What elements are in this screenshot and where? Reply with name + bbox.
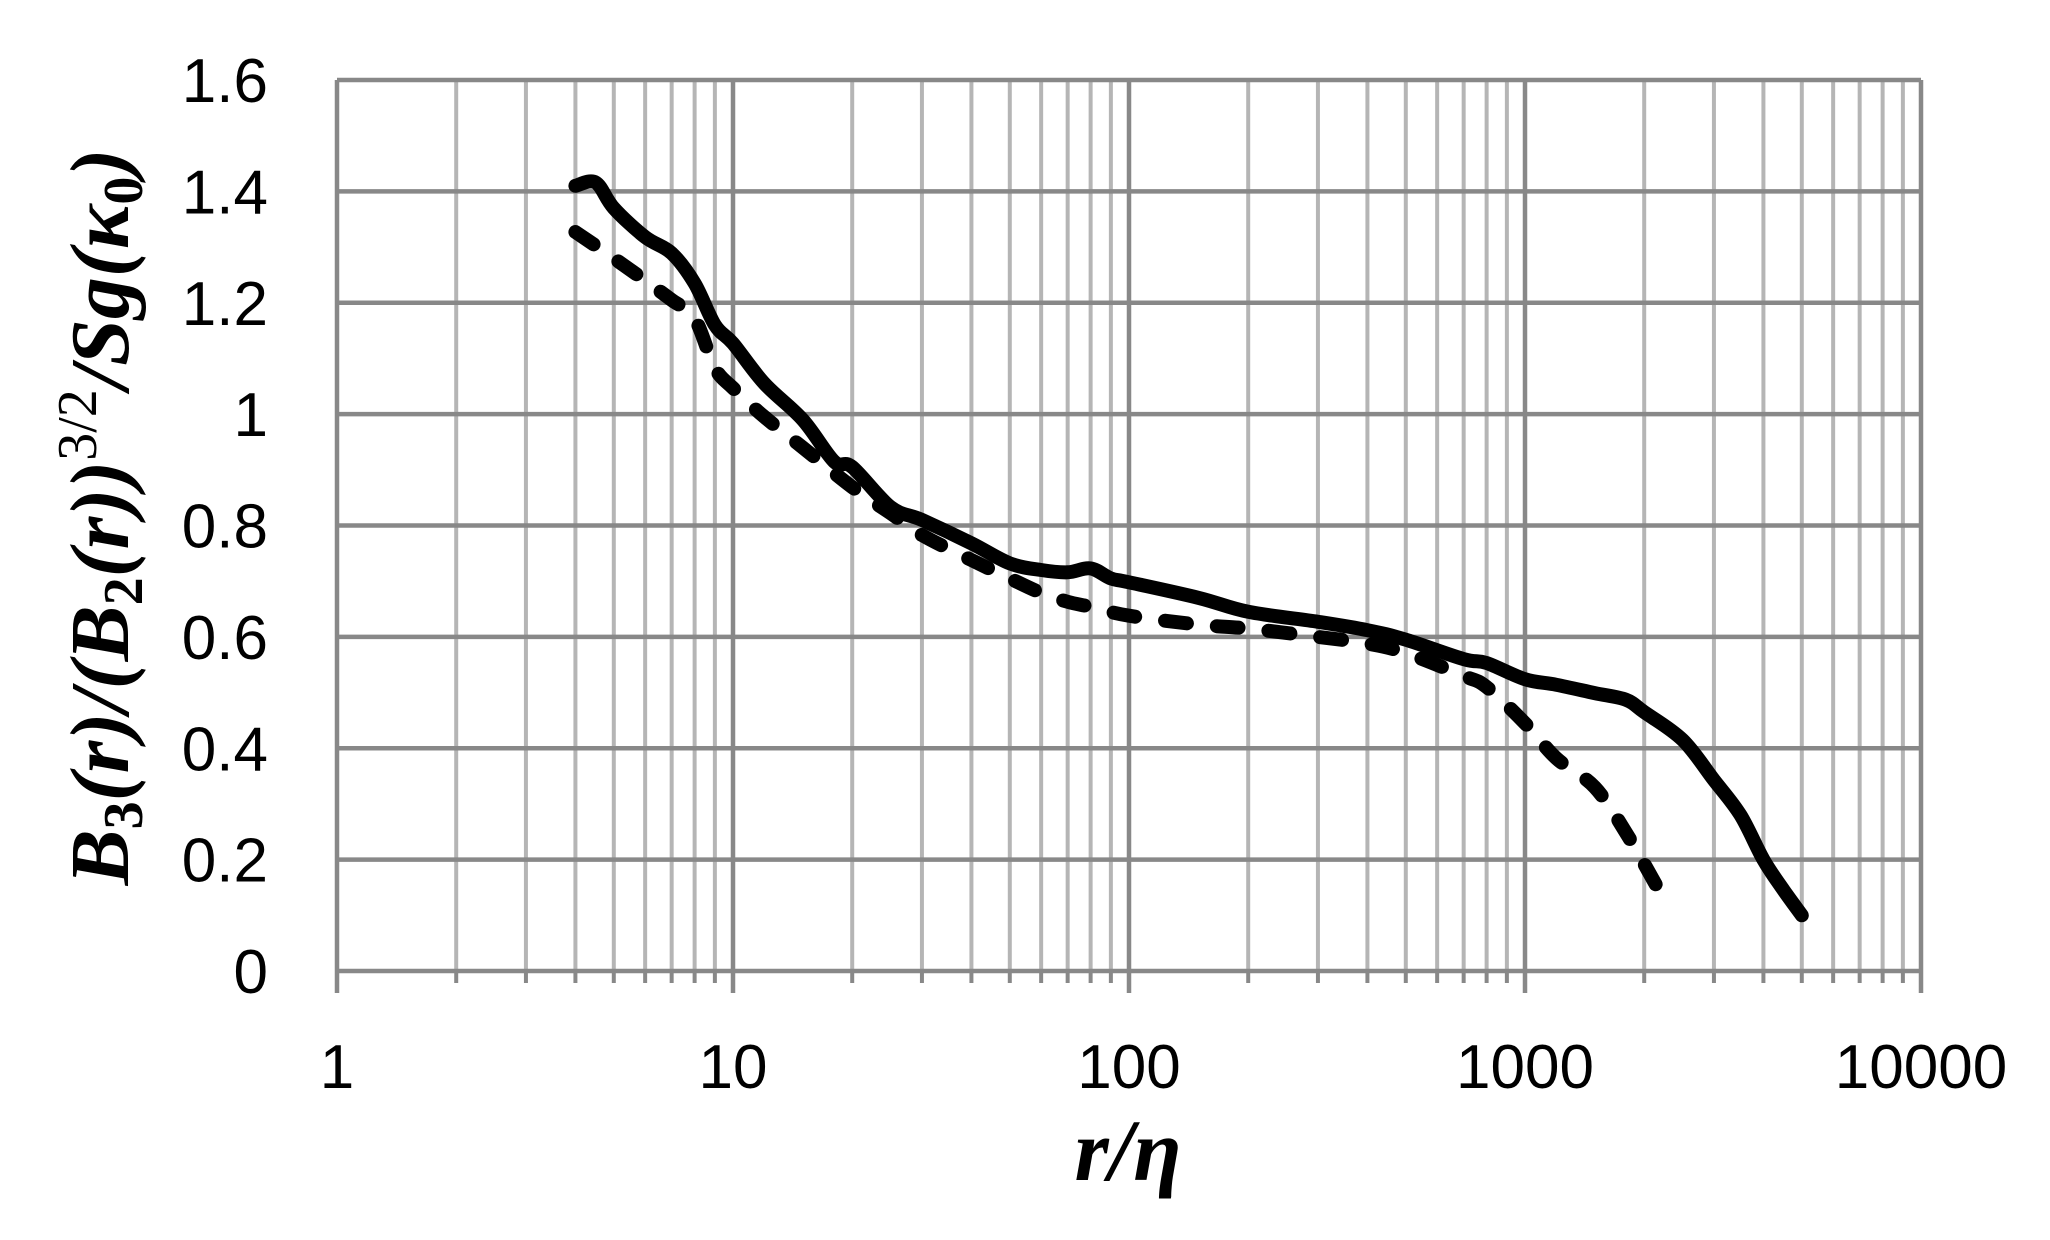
x-axis-title: r/η <box>1075 1103 1182 1200</box>
series-line-solid <box>568 174 1809 923</box>
x-tick-label: 10 <box>699 1033 768 1102</box>
y-tick-label: 0.6 <box>182 604 268 673</box>
major-gridlines <box>334 77 1924 993</box>
y-tick-label: 0.4 <box>182 715 268 784</box>
y-axis-title: B3(r)/(B2(r))3/2/Sg(κ0) <box>47 149 155 887</box>
x-tick-labels: 1 10 100 1000 10000 <box>320 1033 2007 1102</box>
x-tick-label: 1 <box>320 1033 354 1102</box>
y-tick-label: 0.2 <box>182 827 268 896</box>
x-tick-label: 10000 <box>1835 1033 2007 1102</box>
minor-gridlines <box>454 80 1905 983</box>
series-line-dashed <box>568 225 1668 900</box>
y-tick-label: 1 <box>234 381 268 450</box>
y-tick-label: 0.8 <box>182 493 268 562</box>
y-tick-labels: 0 0.2 0.4 0.6 0.8 1 1.2 1.4 1.6 <box>182 47 268 1007</box>
y-tick-label: 0 <box>234 938 268 1007</box>
y-tick-label: 1.4 <box>182 158 268 227</box>
y-tick-label: 1.6 <box>182 47 268 116</box>
x-tick-label: 1000 <box>1456 1033 1594 1102</box>
y-tick-label: 1.2 <box>182 270 268 339</box>
series-layer <box>568 174 1809 923</box>
x-tick-label: 100 <box>1077 1033 1180 1102</box>
